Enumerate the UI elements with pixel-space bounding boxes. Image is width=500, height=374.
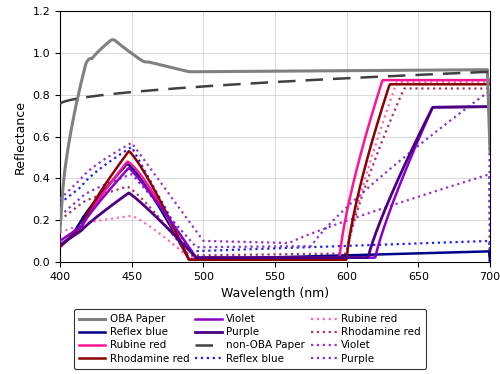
Legend: OBA Paper, Reflex blue, Rubine red, Rhodamine red, Violet, Purple, non-OBA Paper: OBA Paper, Reflex blue, Rubine red, Rhod…: [74, 309, 426, 369]
X-axis label: Wavelength (nm): Wavelength (nm): [221, 287, 329, 300]
Y-axis label: Reflectance: Reflectance: [14, 99, 27, 174]
